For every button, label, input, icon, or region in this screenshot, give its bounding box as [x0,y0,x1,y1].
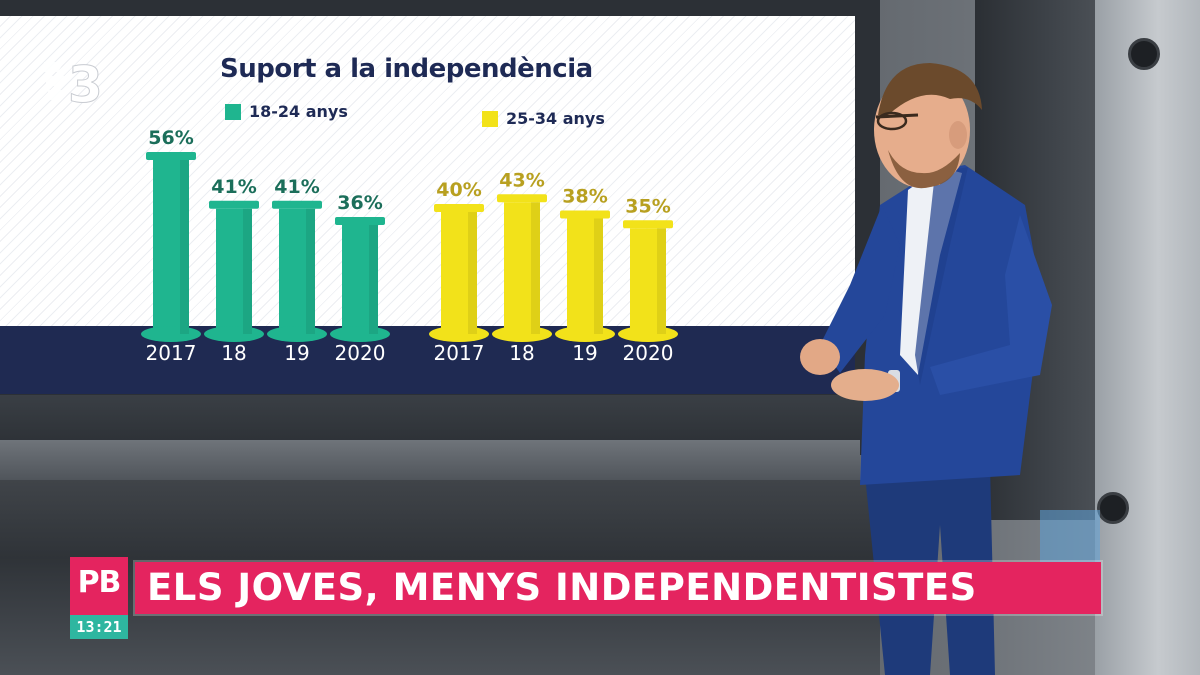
bar-chart: 56% 2017 41% 18 41% 19 36% 2020 40% 2017 43% 18 38% 1… [141,127,678,365]
wall-bolt [1128,38,1160,70]
data-label-1-18: 41% [211,176,256,198]
tv3-logo-icon: 3 [44,56,103,108]
legend-swatch-series-1 [225,103,241,120]
studio-ledge-lower [0,440,860,480]
x-tick-label-2-2017: 2017 [434,341,485,365]
program-logo-text: PB [77,565,122,600]
x-tick-label-1-2017: 2017 [146,341,197,365]
data-label-1-2017: 56% [148,127,193,149]
bar-1-2017 [141,152,201,342]
chart-title: Suport a la independència [220,54,593,84]
screen-base-band [0,326,855,394]
bar-2-19 [555,210,615,342]
x-tick-label-1-2020: 2020 [335,341,386,365]
legend-label-series-1: 18-24 anys [249,102,348,121]
x-tick-label-2-18: 18 [509,341,534,365]
x-tick-label-1-18: 18 [221,341,246,365]
presenter-figure [800,63,1052,675]
headline-banner: ELS JOVES, MENYS INDEPENDENTISTES [135,562,1101,614]
video-wall-screen: 3 Suport a la independència 18-24 anys 2… [0,16,855,394]
bar-2-2020 [618,220,678,342]
headline-text: ELS JOVES, MENYS INDEPENDENTISTES [147,566,977,609]
studio-wall-right [1095,0,1200,675]
data-label-1-19: 41% [274,176,319,198]
legend-label-series-2: 25-34 anys [506,109,605,128]
data-label-1-2020: 36% [337,192,382,214]
x-tick-label-2-19: 19 [572,341,597,365]
data-label-2-2017: 40% [436,179,481,201]
legend-swatch-series-2 [482,110,498,127]
bar-2-18 [492,194,552,342]
x-tick-label-2-2020: 2020 [623,341,674,365]
channel-logo-number: 3 [68,56,103,108]
data-label-2-19: 38% [562,186,607,208]
data-label-2-2020: 35% [625,195,670,217]
x-tick-label-1-19: 19 [284,341,309,365]
wall-bolt [1097,492,1129,524]
bar-1-19 [267,200,327,342]
clock-time: 13:21 [70,615,128,639]
legend-item-series-1: 18-24 anys [225,102,348,121]
program-logo-badge: PB [70,557,128,615]
bar-1-2020 [330,217,390,342]
legend-item-series-2: 25-34 anys [482,109,605,128]
bar-2-2017 [429,204,489,342]
bar-1-18 [204,200,264,342]
data-label-2-18: 43% [499,169,544,191]
